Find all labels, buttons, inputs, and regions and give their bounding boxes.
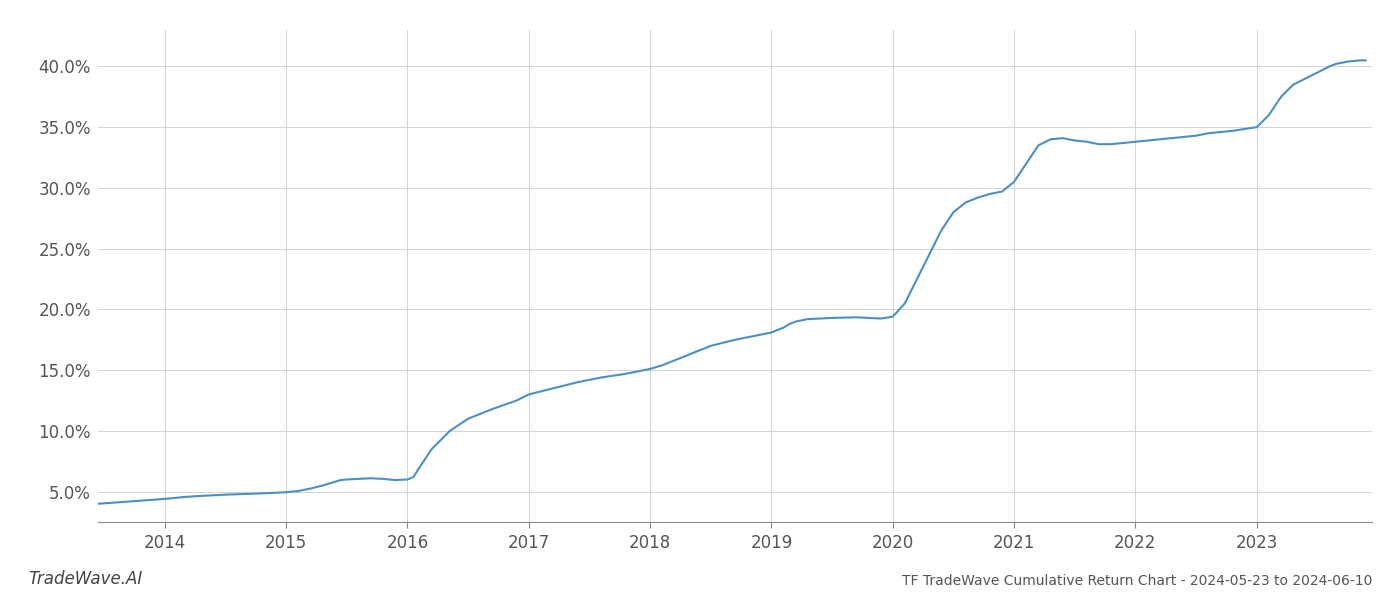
Text: TradeWave.AI: TradeWave.AI [28,570,143,588]
Text: TF TradeWave Cumulative Return Chart - 2024-05-23 to 2024-06-10: TF TradeWave Cumulative Return Chart - 2… [902,574,1372,588]
